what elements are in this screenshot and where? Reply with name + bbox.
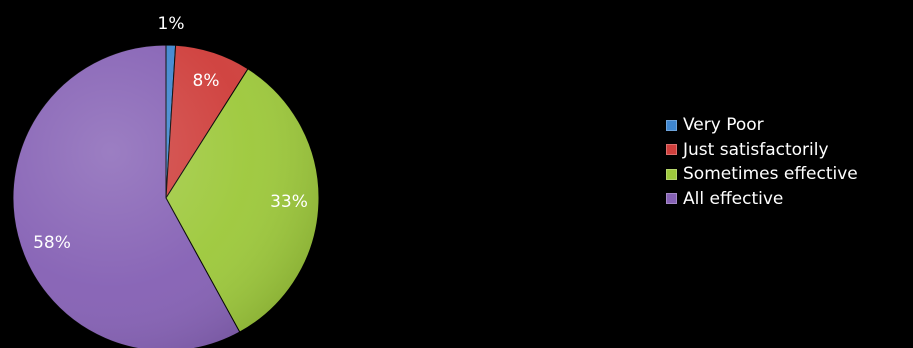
- legend-label: Very Poor: [683, 115, 764, 136]
- data-label-sometimes-effective: 33%: [270, 192, 308, 212]
- legend-label: All effective: [683, 188, 784, 209]
- legend-item-just-satisfactorily: Just satisfactorily: [666, 138, 858, 163]
- legend-label: Sometimes effective: [683, 164, 858, 185]
- legend-item-very-poor: Very Poor: [666, 113, 858, 138]
- legend-item-sometimes-effective: Sometimes effective: [666, 162, 858, 187]
- legend-swatch: [666, 144, 677, 156]
- legend-label: Just satisfactorily: [683, 139, 829, 160]
- legend-swatch: [666, 168, 677, 180]
- legend-swatch: [666, 119, 677, 131]
- chart-legend: Very Poor Just satisfactorily Sometimes ef…: [666, 113, 858, 211]
- data-label-just-satisfactorily: 8%: [193, 71, 220, 91]
- legend-item-all-effective: All effective: [666, 187, 858, 212]
- data-label-all-effective: 58%: [33, 233, 71, 253]
- data-label-very-poor: 1%: [158, 14, 185, 34]
- pie-data-labels: 1% 8% 33% 58%: [33, 14, 308, 253]
- legend-swatch: [666, 193, 677, 205]
